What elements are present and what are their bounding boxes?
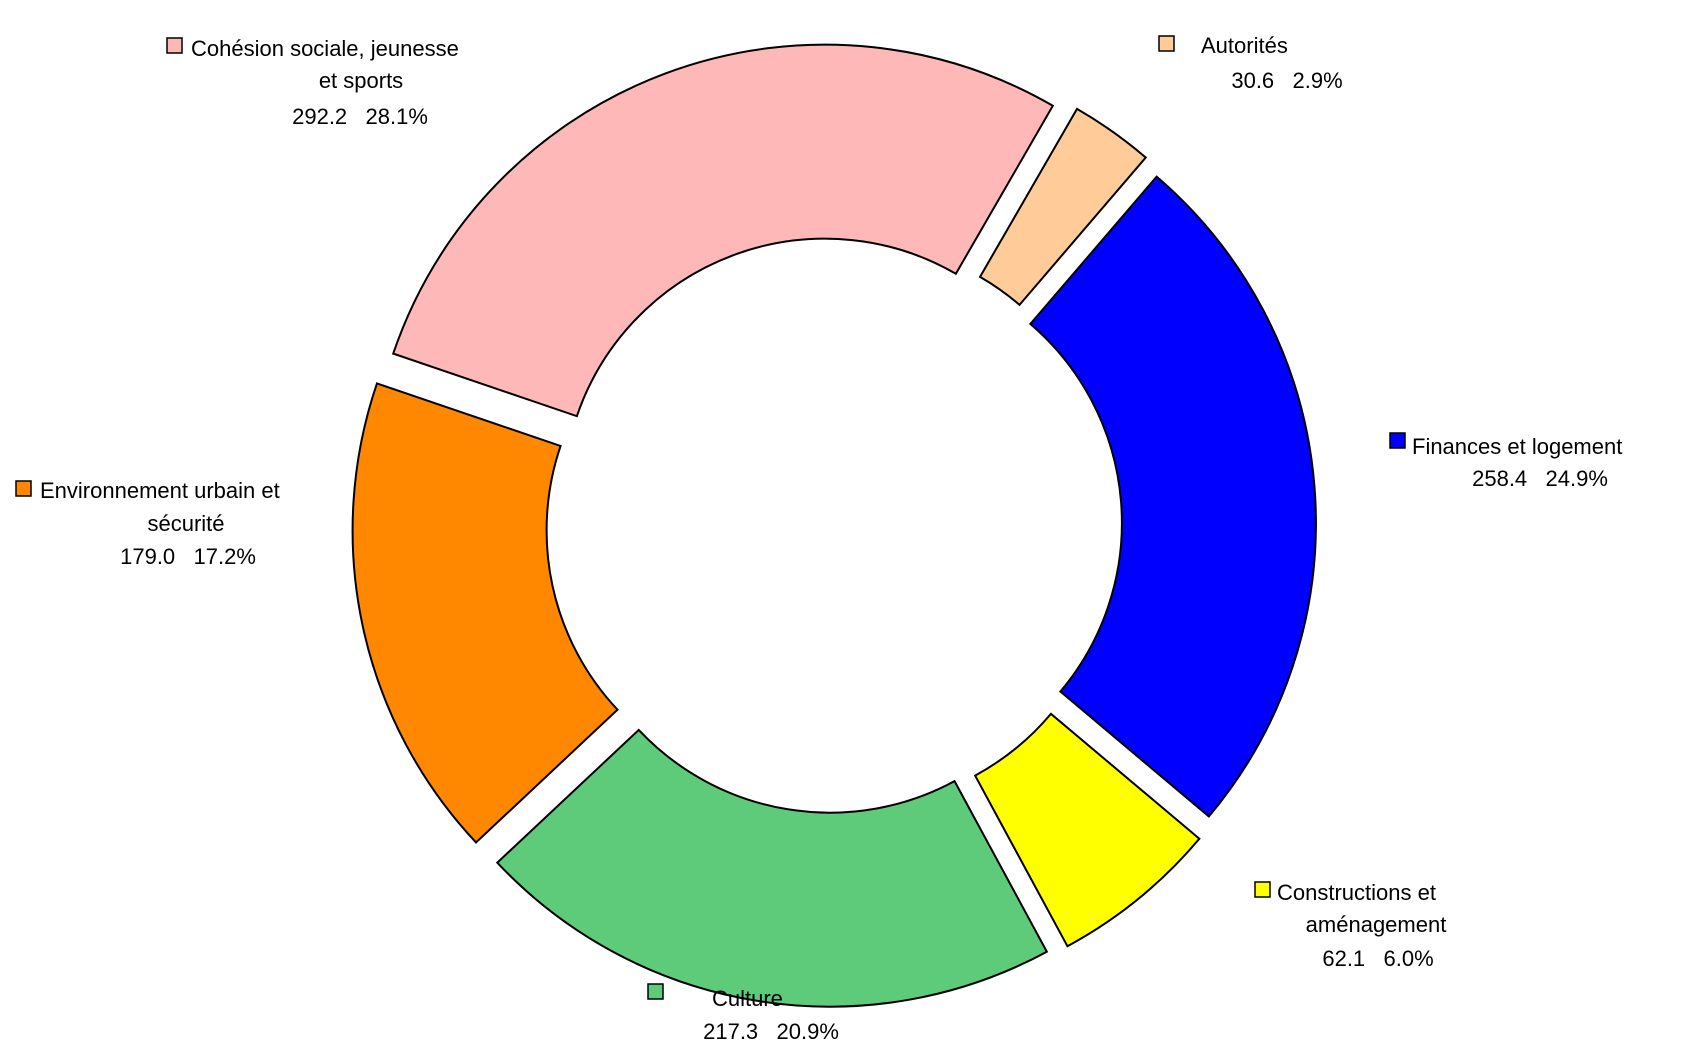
value-label: 62.1 6.0%	[1322, 946, 1433, 971]
data-label: Autorités 30.6 2.9%	[1158, 33, 1343, 93]
data-label: Environnement urbain et sécurité 179.0 17.…	[15, 478, 280, 569]
category-label: Cohésion sociale, jeunesse	[191, 36, 459, 61]
legend-swatch	[166, 37, 183, 54]
donut-segment	[351, 382, 619, 844]
data-label: Constructions et aménagement 62.1 6.0%	[1254, 880, 1447, 971]
value-label: 30.6 2.9%	[1231, 68, 1342, 93]
category-label: Environnement urbain et	[40, 478, 280, 503]
data-label: Culture 217.3 20.9%	[647, 983, 839, 1044]
value-label: 217.3 20.9%	[703, 1019, 839, 1044]
value-label: 179.0 17.2%	[120, 544, 256, 569]
donut-segment	[495, 728, 1049, 1008]
category-label: et sports	[319, 68, 403, 93]
legend-swatch	[1389, 432, 1406, 449]
legend-swatch	[1254, 881, 1271, 898]
donut-segment	[973, 712, 1201, 948]
category-label: Finances et logement	[1412, 434, 1622, 459]
donut-segment	[391, 43, 1055, 418]
data-label: Cohésion sociale, jeunesse et sports 292.2…	[166, 36, 459, 129]
category-label: Autorités	[1201, 33, 1288, 58]
category-label: aménagement	[1306, 912, 1447, 937]
value-label: 258.4 24.9%	[1472, 466, 1608, 491]
legend-swatch	[15, 480, 32, 497]
legend-swatch	[647, 983, 664, 1000]
category-label: Constructions et	[1277, 880, 1436, 905]
legend-swatch	[1158, 35, 1175, 52]
value-label: 292.2 28.1%	[292, 104, 428, 129]
donut-segments	[351, 43, 1317, 1008]
donut-segment	[978, 107, 1148, 307]
segment-labels: Autorités 30.6 2.9% Finances et logement 25…	[15, 33, 1622, 1044]
category-label: Culture	[712, 986, 783, 1011]
category-label: sécurité	[147, 511, 224, 536]
data-label: Finances et logement 258.4 24.9%	[1389, 432, 1622, 491]
donut-segment	[1028, 175, 1317, 818]
